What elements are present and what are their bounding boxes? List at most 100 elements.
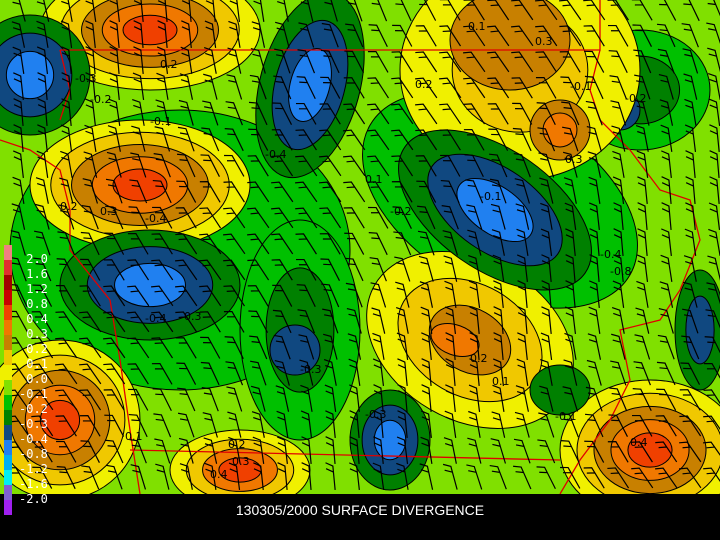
- wind-barb: [322, 308, 339, 334]
- wind-barb: [541, 306, 552, 335]
- wind-barb: [199, 207, 222, 229]
- wind-barb: [465, 179, 484, 204]
- wind-barb: [439, 77, 462, 99]
- wind-barb: [391, 103, 414, 125]
- wind-barb: [228, 20, 241, 48]
- wind-barb: [420, 410, 432, 438]
- wind-barb: [176, 153, 196, 178]
- wind-barb: [295, 181, 318, 203]
- contour-label: -0.1: [555, 410, 576, 423]
- wind-barb: [540, 202, 553, 230]
- wind-barb: [466, 464, 483, 490]
- wind-barb: [371, 307, 386, 334]
- wind-barb: [632, 24, 653, 47]
- wind-barb: [271, 129, 293, 151]
- wind-barb: [657, 334, 675, 360]
- wind-barb: [180, 46, 193, 74]
- wind-barb: [36, 20, 49, 48]
- wind-barb: [79, 363, 102, 385]
- wind-barb: [324, 384, 337, 412]
- wind-barb: [181, 0, 192, 23]
- wind-barb: [421, 384, 432, 413]
- wind-barb: [396, 332, 409, 360]
- wind-barb: [562, 386, 579, 412]
- wind-barb: [298, 334, 315, 360]
- wind-barb: [463, 25, 486, 47]
- wind-barb: [562, 126, 579, 152]
- wind-barb: [396, 436, 409, 464]
- wind-barb: [178, 99, 194, 126]
- wind-barb: [320, 49, 340, 74]
- wind-barb: [344, 232, 365, 255]
- wind-barb: [154, 438, 171, 464]
- wind-barb: [319, 155, 342, 177]
- wind-barb: [560, 439, 580, 464]
- map-title: 130305/2000 SURFACE DIVERGENCE: [235, 502, 485, 518]
- contour-label: -0.3: [365, 408, 386, 421]
- wind-barb: [109, 20, 120, 49]
- wind-barb: [127, 285, 150, 307]
- wind-barb: [607, 24, 629, 47]
- wind-barb: [683, 255, 697, 282]
- wind-barb: [344, 50, 365, 73]
- wind-barb: [301, 462, 312, 491]
- wind-barb: [560, 466, 581, 489]
- wind-barb: [13, 72, 24, 100]
- wind-barb: [13, 98, 24, 127]
- wind-barb: [128, 388, 149, 411]
- contour-region: [5, 50, 55, 100]
- wind-barb: [444, 280, 457, 308]
- wind-barb: [199, 259, 222, 281]
- wind-barb: [299, 359, 314, 386]
- wind-barb: [127, 337, 150, 359]
- wind-barb: [321, 283, 340, 308]
- wind-barb: [271, 181, 294, 203]
- wind-barb: [348, 358, 361, 386]
- wind-barb: [559, 0, 582, 21]
- wind-barb: [565, 254, 576, 283]
- wind-barb: [373, 410, 384, 439]
- wind-barb: [634, 74, 651, 100]
- wind-barb: [631, 0, 653, 21]
- wind-barb: [35, 177, 49, 204]
- legend-swatch: [4, 440, 12, 455]
- contour-region: [122, 14, 178, 46]
- legend-label: 1.6: [19, 267, 48, 281]
- wind-barb: [487, 0, 510, 21]
- wind-barb: [199, 285, 222, 307]
- wind-barb: [588, 176, 601, 204]
- wind-barb: [320, 76, 341, 99]
- wind-barb: [10, 230, 26, 256]
- state-border: [60, 0, 601, 51]
- wind-barb: [107, 125, 121, 152]
- wind-barb: [637, 202, 648, 231]
- wind-barb: [415, 77, 438, 99]
- wind-barb: [347, 333, 362, 360]
- wind-barb: [152, 179, 172, 204]
- legend-swatch: [4, 320, 12, 335]
- wind-barb: [656, 0, 677, 21]
- wind-barb: [539, 385, 554, 412]
- legend-swatch: [4, 485, 12, 500]
- wind-barb: [295, 102, 317, 125]
- wind-barb: [583, 25, 605, 47]
- wind-barb: [175, 233, 198, 255]
- wind-barb: [537, 127, 556, 152]
- wind-barb: [252, 436, 265, 464]
- wind-barb: [397, 358, 408, 386]
- wind-barb: [199, 311, 221, 333]
- wind-barb: [105, 205, 124, 230]
- wind-barb: [415, 155, 437, 177]
- wind-barb: [440, 154, 461, 177]
- wind-barb: [632, 388, 652, 412]
- contour-region: [449, 0, 571, 91]
- wind-barb: [349, 384, 360, 412]
- wind-barb: [296, 284, 316, 308]
- wind-barb: [247, 207, 270, 229]
- wind-barb: [492, 254, 505, 282]
- wind-barb: [228, 436, 241, 464]
- wind-barb: [415, 25, 437, 47]
- wind-barb: [319, 129, 342, 151]
- wind-barb: [443, 255, 458, 282]
- state-border: [0, 139, 141, 494]
